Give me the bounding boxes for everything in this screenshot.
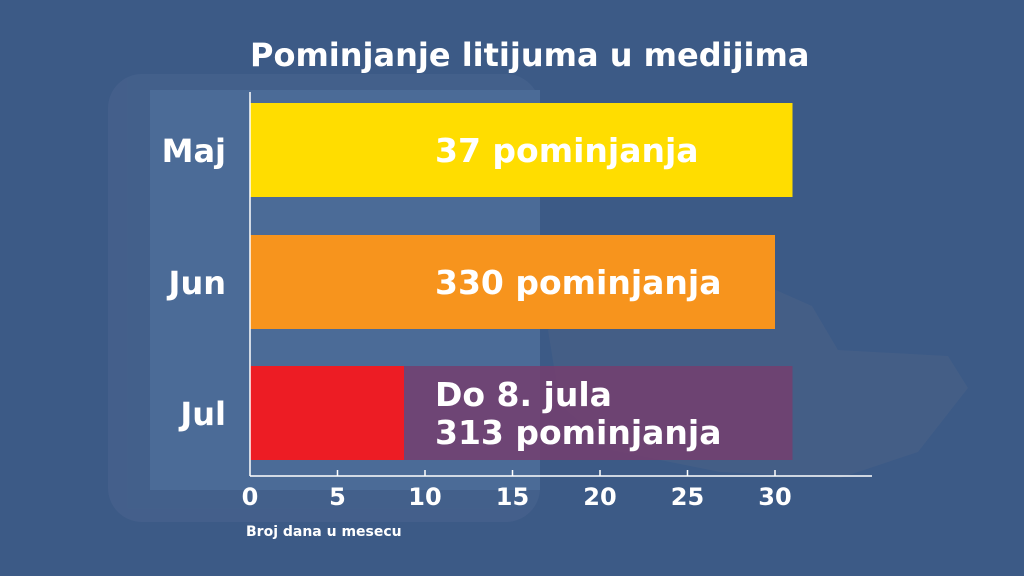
bar-data-label: Do 8. jula	[435, 375, 612, 414]
bar-data-label: 330 pominjanja	[435, 263, 722, 302]
bar-remainder-jul	[404, 366, 793, 460]
x-axis: 0 5 10 15 20 25 30	[242, 92, 872, 511]
x-tick-label: 15	[496, 483, 529, 511]
category-label-maj: Maj	[162, 132, 226, 170]
bar-maj	[250, 103, 793, 197]
x-tick-label: 5	[329, 483, 346, 511]
x-tick-label: 10	[408, 483, 441, 511]
bars-layer: 37 pominjanja 330 pominjanja Do 8. jula313…	[250, 103, 793, 460]
bar-data-label: 313 pominjanja	[435, 413, 722, 452]
bar-data-label: 37 pominjanja	[435, 131, 699, 170]
bar-jun	[250, 235, 775, 329]
x-tick-label: 20	[583, 483, 616, 511]
category-labels-layer: Maj Jun Jul	[162, 132, 226, 433]
x-tick-label: 25	[671, 483, 704, 511]
category-label-jun: Jun	[167, 264, 226, 302]
x-tick-label: 0	[242, 483, 259, 511]
x-axis-label: Broj dana u mesecu	[246, 524, 402, 540]
chart-title: Pominjanje litijuma u medijima	[250, 36, 810, 74]
bar-jul	[250, 366, 404, 460]
x-tick-label: 30	[758, 483, 791, 511]
category-label-jul: Jul	[178, 395, 226, 433]
